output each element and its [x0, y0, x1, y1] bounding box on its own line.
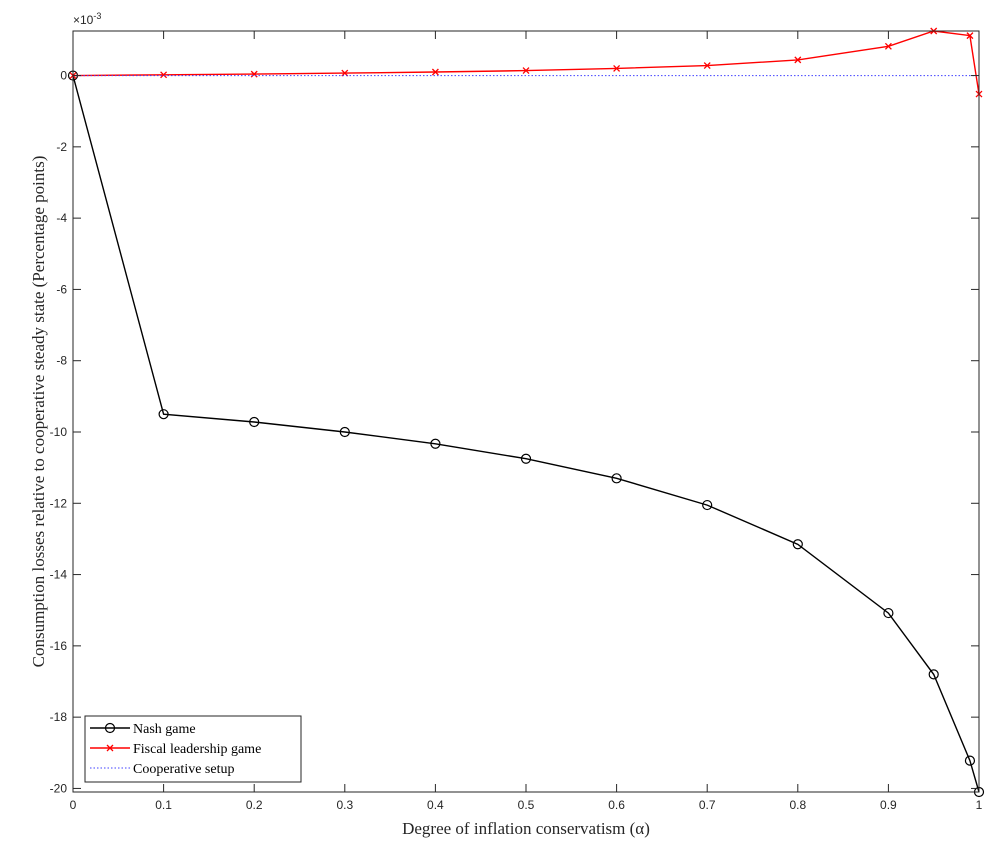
legend-marker — [106, 744, 114, 752]
data-point — [341, 69, 349, 77]
y-tick-label: -6 — [56, 282, 67, 296]
axes: 0 0.1 0.2 0.3 0.4 0.5 0.6 0.7 0.8 0.9 1 0 -2 -4 -6 -8 -1… — [50, 30, 983, 812]
y-tick-label: -2 — [56, 140, 67, 154]
y-tick-label: -12 — [50, 496, 68, 510]
series-line-nash-game — [72, 75, 980, 793]
legend: Nash game Fiscal leadership game Cooperati… — [84, 715, 302, 783]
legend-label: Nash game — [133, 722, 196, 737]
y-tick-label: -18 — [50, 710, 68, 724]
data-point — [339, 426, 350, 438]
series-line-fiscal-leadership-game — [72, 30, 980, 95]
legend-item-cooperative-setup: Cooperative setup — [90, 762, 234, 777]
data-point — [702, 499, 713, 511]
data-point — [160, 71, 168, 79]
data-point — [884, 42, 892, 50]
data-point — [794, 56, 802, 64]
legend-label: Fiscal leadership game — [133, 742, 261, 757]
data-point — [158, 409, 169, 420]
x-tick-label: 0.6 — [608, 798, 625, 812]
x-tick-label: 1 — [976, 798, 983, 812]
data-point — [792, 539, 803, 550]
axes-box — [72, 30, 980, 793]
data-point — [430, 438, 441, 449]
x-tick-label: 0.1 — [155, 798, 172, 812]
x-tick-label: 0.5 — [518, 798, 535, 812]
y-exponent-label: ×10-3 — [73, 11, 101, 27]
data-point — [522, 67, 530, 75]
series-nash-game — [67, 70, 985, 798]
legend-marker — [104, 722, 116, 734]
y-tick-label: 0 — [60, 69, 67, 83]
legend-item-nash-game: Nash game — [90, 722, 196, 737]
y-tick-label: -10 — [50, 425, 68, 439]
x-tick-label: 0.7 — [699, 798, 716, 812]
x-tick-label: 0 — [70, 798, 77, 812]
y-tick-label: -8 — [56, 354, 67, 368]
data-point — [703, 62, 711, 70]
data-point — [964, 755, 976, 766]
data-point — [611, 473, 622, 484]
y-tick-label: -20 — [50, 781, 68, 795]
data-point — [249, 416, 260, 428]
x-tick-label: 0.8 — [789, 798, 806, 812]
legend-label: Cooperative setup — [133, 762, 234, 777]
plot-area — [67, 27, 985, 798]
data-point — [883, 607, 894, 619]
legend-box — [84, 715, 302, 783]
data-point — [520, 453, 532, 464]
data-point — [928, 669, 939, 680]
x-tick-label: 0.2 — [246, 798, 263, 812]
y-tick-label: -4 — [56, 211, 67, 225]
data-point — [431, 68, 439, 76]
x-axis-title: Degree of inflation conservatism (α) — [402, 819, 650, 838]
y-tick-label: -16 — [50, 639, 68, 653]
legend-item-fiscal-leadership-game: Fiscal leadership game — [90, 742, 261, 757]
x-tick-label: 0.9 — [880, 798, 897, 812]
x-tick-label: 0.4 — [427, 798, 444, 812]
data-point — [966, 32, 974, 40]
data-point — [250, 70, 258, 78]
x-tick-label: 0.3 — [336, 798, 353, 812]
y-axis-title: Consumption losses relative to cooperati… — [29, 156, 48, 668]
data-point — [613, 64, 621, 72]
y-tick-label: -14 — [50, 568, 68, 582]
